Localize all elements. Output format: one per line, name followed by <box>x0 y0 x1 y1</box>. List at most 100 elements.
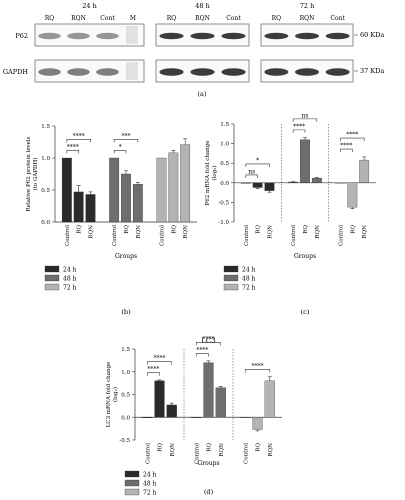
x-tick-label: Control <box>160 225 166 246</box>
x-tick-label: RQN <box>170 443 176 457</box>
significance-label: ns <box>302 112 309 119</box>
bar <box>166 404 177 418</box>
x-tick-label: Control <box>194 443 200 464</box>
blot-band <box>67 32 90 40</box>
y-tick-label: -0.5 <box>119 438 130 444</box>
significance-label: **** <box>147 366 159 373</box>
blot-frame <box>34 23 145 47</box>
significance-bracket <box>245 174 258 178</box>
blot-lane-label: RQN <box>71 15 86 22</box>
y-tick-label: -0.5 <box>218 200 229 206</box>
bar <box>359 159 370 183</box>
significance-bracket <box>113 139 139 143</box>
significance-bracket <box>244 369 271 373</box>
blot-band <box>295 68 319 76</box>
significance-bracket <box>340 137 365 142</box>
bar <box>132 184 143 223</box>
x-tick-label: Control <box>65 225 71 246</box>
blot-band <box>325 32 350 40</box>
x-tick-label: Control <box>291 225 297 246</box>
legend-label: 48 h <box>143 481 157 488</box>
blot-band <box>264 68 289 76</box>
bar <box>347 182 358 208</box>
blot-lane-label: RQN <box>300 15 315 22</box>
legend-label: 72 h <box>143 490 157 497</box>
bar <box>109 157 120 223</box>
y-axis-label: LC3 mRNA fold change <box>106 362 112 428</box>
x-tick-label: Control <box>112 225 118 246</box>
bar <box>300 139 310 183</box>
blot-band <box>96 32 119 40</box>
significance-label: **** <box>293 123 305 130</box>
significance-label: **** <box>196 347 208 354</box>
y-tick-label: -1.0 <box>218 220 229 226</box>
significance-label: **** <box>340 143 352 150</box>
blot-lane-label: RQ <box>272 15 282 22</box>
x-tick-label: RQ <box>256 225 262 234</box>
panel-label-a: (a) <box>198 90 207 98</box>
x-axis-label: Groups <box>115 253 137 260</box>
blot-marker-lane <box>126 26 138 44</box>
legend-swatch <box>44 274 60 282</box>
blot-lane-label: Cont <box>100 15 115 22</box>
bar <box>168 152 179 223</box>
panel-label: (d) <box>204 488 214 496</box>
x-tick-label: RQN <box>268 443 274 457</box>
y-tick-label: 0.0 <box>41 220 50 226</box>
blot-band <box>190 68 215 76</box>
x-tick-label: Control <box>339 225 345 246</box>
legend-swatch <box>124 488 140 496</box>
blot-time-label: 48 h <box>195 2 210 10</box>
significance-bracket <box>195 342 222 346</box>
blot-row-label: GAPDH <box>3 68 28 76</box>
bar <box>156 157 167 223</box>
blot-band <box>67 68 90 76</box>
x-tick-label: RQN <box>183 225 189 239</box>
bar <box>73 191 84 223</box>
y-tick-label: 0.5 <box>41 188 50 194</box>
blot-lane-label: Cont <box>226 15 241 22</box>
bar <box>215 387 226 418</box>
kda-label: 60 KDa <box>360 31 384 39</box>
x-tick-label: RQ <box>158 443 164 452</box>
x-tick-label: RQN <box>89 225 95 239</box>
significance-bracket <box>292 129 306 133</box>
bar <box>288 181 299 183</box>
blot-band <box>96 68 119 76</box>
significance-label: **** <box>252 363 264 370</box>
y-axis-label: Relative P62 protein levels <box>26 136 32 211</box>
bar <box>240 417 251 419</box>
significance-label: **** <box>346 132 358 139</box>
y-tick-label: 0.0 <box>220 181 229 187</box>
significance-bracket <box>66 150 79 154</box>
x-tick-label: RQN <box>219 443 225 457</box>
significance-label: * <box>119 144 122 151</box>
x-axis-label: Groups <box>197 460 219 467</box>
x-axis-label: Groups <box>294 253 316 260</box>
blot-frame <box>34 59 145 83</box>
significance-bracket <box>146 372 160 376</box>
significance-label: * <box>256 157 259 164</box>
chart-title: LC3 <box>201 337 215 345</box>
blot-marker-lane <box>126 62 138 80</box>
blot-marker-label: M <box>130 15 136 22</box>
significance-label: **** <box>67 144 79 151</box>
blot-lane-label: Cont <box>330 15 345 22</box>
legend-swatch <box>44 283 60 291</box>
x-tick-label: Control <box>243 443 249 464</box>
y-tick-label: 1.0 <box>121 370 130 376</box>
significance-label: **** <box>154 355 166 362</box>
x-tick-label: RQN <box>136 225 142 239</box>
y-tick-label: 0.5 <box>220 161 229 167</box>
y-tick-label: 1.0 <box>220 142 229 148</box>
x-tick-label: RQN <box>268 225 274 239</box>
legend-label: 24 h <box>143 472 157 479</box>
bar <box>252 182 263 188</box>
blot-band <box>221 32 246 40</box>
legend-swatch <box>223 274 239 282</box>
significance-bracket <box>113 150 127 154</box>
y-tick-label: 1.5 <box>41 124 50 130</box>
kda-label: 37 KDa <box>360 67 384 75</box>
y-tick-label: 1.5 <box>121 347 130 353</box>
